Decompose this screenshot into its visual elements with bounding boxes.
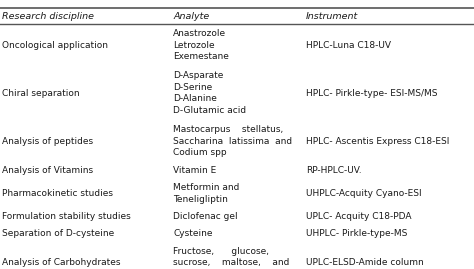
Text: HPLC- Ascentis Express C18-ESI: HPLC- Ascentis Express C18-ESI bbox=[306, 137, 449, 146]
Text: UHPLC-Acquity Cyano-ESI: UHPLC-Acquity Cyano-ESI bbox=[306, 189, 421, 198]
Text: Pharmacokinetic studies: Pharmacokinetic studies bbox=[2, 189, 113, 198]
Text: UPLC-ELSD-Amide column: UPLC-ELSD-Amide column bbox=[306, 258, 423, 267]
Text: Formulation stability studies: Formulation stability studies bbox=[2, 212, 131, 221]
Text: Separation of D-cysteine: Separation of D-cysteine bbox=[2, 229, 115, 238]
Text: RP-HPLC-UV.: RP-HPLC-UV. bbox=[306, 166, 361, 175]
Text: Vitamin E: Vitamin E bbox=[173, 166, 216, 175]
Text: UHPLC- Pirkle-type-MS: UHPLC- Pirkle-type-MS bbox=[306, 229, 407, 238]
Text: Oncological application: Oncological application bbox=[2, 41, 109, 50]
Text: Chiral separation: Chiral separation bbox=[2, 89, 80, 98]
Text: Diclofenac gel: Diclofenac gel bbox=[173, 212, 237, 221]
Text: UPLC- Acquity C18-PDA: UPLC- Acquity C18-PDA bbox=[306, 212, 411, 221]
Text: Research discipline: Research discipline bbox=[2, 12, 94, 21]
Text: HPLC- Pirkle-type- ESI-MS/MS: HPLC- Pirkle-type- ESI-MS/MS bbox=[306, 89, 437, 98]
Text: Analysis of Carbohydrates: Analysis of Carbohydrates bbox=[2, 258, 121, 267]
Text: Anastrozole
Letrozole
Exemestane: Anastrozole Letrozole Exemestane bbox=[173, 29, 229, 61]
Text: Analysis of Vitamins: Analysis of Vitamins bbox=[2, 166, 93, 175]
Text: Metformin and
Teneligliptin: Metformin and Teneligliptin bbox=[173, 183, 239, 204]
Text: HPLC-Luna C18-UV: HPLC-Luna C18-UV bbox=[306, 41, 391, 50]
Text: Fructose,      glucose,
sucrose,    maltose,    and
lactose: Fructose, glucose, sucrose, maltose, and… bbox=[173, 247, 290, 269]
Text: D-Asparate
D-Serine
D-Alanine
D-Glutamic acid: D-Asparate D-Serine D-Alanine D-Glutamic… bbox=[173, 72, 246, 115]
Text: Analysis of peptides: Analysis of peptides bbox=[2, 137, 93, 146]
Text: Analyte: Analyte bbox=[173, 12, 209, 21]
Text: Instrument: Instrument bbox=[306, 12, 358, 21]
Text: Cysteine: Cysteine bbox=[173, 229, 212, 238]
Text: Mastocarpus    stellatus,
Saccharina  latissima  and
Codium spp: Mastocarpus stellatus, Saccharina latiss… bbox=[173, 125, 292, 157]
